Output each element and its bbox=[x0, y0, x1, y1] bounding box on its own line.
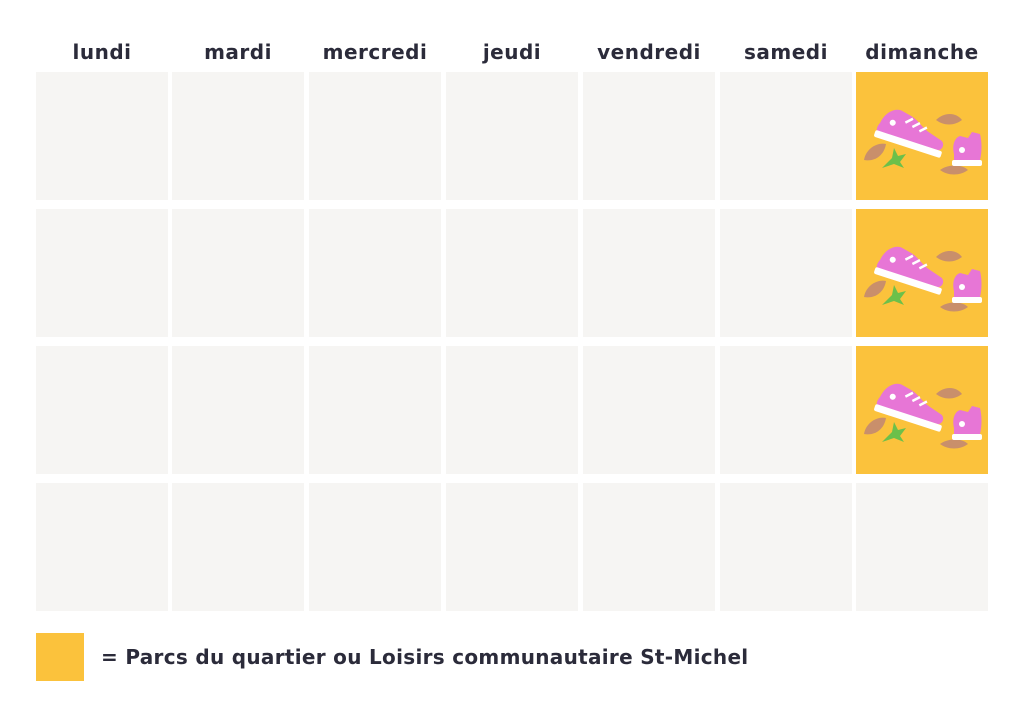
calendar-cell-week3-mardi bbox=[172, 346, 304, 474]
day-header-vendredi: vendredi bbox=[597, 40, 701, 64]
calendar-cell-week3-samedi bbox=[720, 346, 852, 474]
calendar-cell-week4-dimanche bbox=[856, 483, 988, 611]
day-header-mercredi: mercredi bbox=[322, 40, 428, 64]
calendar-cell-week2-mardi bbox=[172, 209, 304, 337]
calendar-cell-week2-mercredi bbox=[309, 209, 441, 337]
calendar-cell-week4-mardi bbox=[172, 483, 304, 611]
calendar-cell-week1-mercredi bbox=[309, 72, 441, 200]
calendar-cell-week3-lundi bbox=[36, 346, 168, 474]
calendar-cell-week4-lundi bbox=[36, 483, 168, 611]
day-header-jeudi: jeudi bbox=[482, 40, 542, 64]
calendar-cell-week2-lundi bbox=[36, 209, 168, 337]
calendar-cell-week2-jeudi bbox=[446, 209, 578, 337]
calendar-cell-week1-dimanche bbox=[856, 72, 988, 200]
calendar-cell-week3-vendredi bbox=[583, 346, 715, 474]
calendar-cell-week3-dimanche bbox=[856, 346, 988, 474]
calendar-cell-week1-samedi bbox=[720, 72, 852, 200]
day-header-mardi: mardi bbox=[204, 40, 272, 64]
calendar-cell-week1-jeudi bbox=[446, 72, 578, 200]
calendar-cell-week2-dimanche bbox=[856, 209, 988, 337]
calendar-cell-week2-vendredi bbox=[583, 209, 715, 337]
calendar-cell-week1-lundi bbox=[36, 72, 168, 200]
calendar-cell-week4-mercredi bbox=[309, 483, 441, 611]
day-header-samedi: samedi bbox=[744, 40, 828, 64]
calendar-cell-week4-jeudi bbox=[446, 483, 578, 611]
calendar-cell-week1-mardi bbox=[172, 72, 304, 200]
calendar-cell-week4-samedi bbox=[720, 483, 852, 611]
day-header-lundi: lundi bbox=[72, 40, 132, 64]
day-header-dimanche: dimanche bbox=[865, 40, 979, 64]
legend-text: = Parcs du quartier ou Loisirs communaut… bbox=[101, 645, 749, 669]
legend-swatch bbox=[36, 633, 84, 681]
calendar-cell-week3-mercredi bbox=[309, 346, 441, 474]
sneakers-leaves-icon bbox=[864, 246, 982, 312]
calendar-cell-week3-jeudi bbox=[446, 346, 578, 474]
calendar-cell-week1-vendredi bbox=[583, 72, 715, 200]
calendar-cell-week4-vendredi bbox=[583, 483, 715, 611]
sneakers-leaves-icon bbox=[864, 383, 982, 449]
sneakers-leaves-icon bbox=[864, 109, 982, 175]
calendar-cell-week2-samedi bbox=[720, 209, 852, 337]
